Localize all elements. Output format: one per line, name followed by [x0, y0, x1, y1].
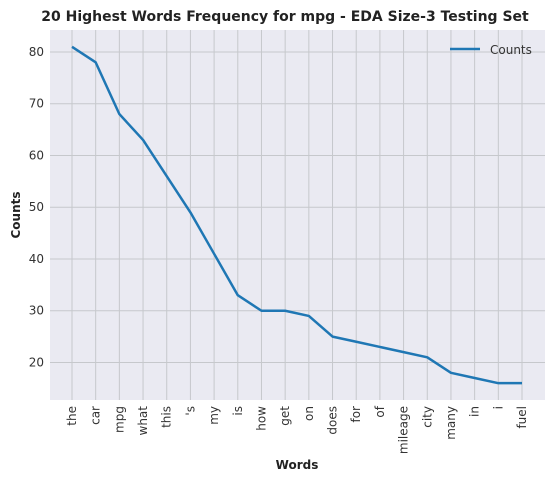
x-tick-label: my	[207, 406, 221, 425]
chart-title: 20 Highest Words Frequency for mpg - EDA…	[41, 9, 529, 25]
series-line-counts	[71, 45, 522, 385]
x-tick-label: city	[420, 406, 434, 428]
x-axis-label: Words	[276, 458, 319, 472]
x-tick-label: car	[89, 406, 103, 425]
x-tick-label: the	[65, 406, 79, 426]
y-tick-label: 30	[29, 304, 44, 318]
y-tick-label: 50	[29, 200, 44, 214]
y-tick-label: 40	[29, 252, 44, 266]
y-axis-label: Counts	[9, 191, 23, 238]
x-tick-label: does	[326, 406, 340, 435]
x-tick-label: 's	[183, 406, 197, 416]
x-tick-label: mpg	[112, 406, 126, 433]
x-tick-label: get	[278, 406, 292, 426]
x-tick-label: is	[231, 406, 245, 416]
x-tick-label: for	[349, 406, 363, 423]
plot-area	[50, 30, 545, 400]
legend: Counts	[450, 43, 532, 57]
x-tick-label: of	[373, 405, 387, 417]
y-tick-label: 60	[29, 148, 44, 162]
y-tick-label: 20	[29, 355, 44, 369]
x-tick-label: mileage	[397, 406, 411, 454]
series-layer	[71, 45, 523, 385]
x-tick-label: fuel	[515, 406, 529, 429]
grid	[50, 30, 545, 400]
legend-label-counts: Counts	[490, 43, 532, 57]
x-tick-label: how	[254, 406, 268, 431]
y-axis-ticks: 20 30 40 50 60 70 80	[29, 45, 44, 369]
x-tick-label: i	[491, 406, 505, 409]
x-tick-label: what	[136, 406, 150, 436]
x-axis-ticks: the car mpg what this 's my is how get on does for of…	[65, 405, 529, 454]
y-tick-label: 80	[29, 45, 44, 59]
x-tick-label: this	[160, 406, 174, 428]
x-tick-label: in	[468, 406, 482, 417]
x-tick-label: on	[302, 406, 316, 421]
y-tick-label: 70	[29, 97, 44, 111]
x-tick-label: many	[444, 406, 458, 440]
